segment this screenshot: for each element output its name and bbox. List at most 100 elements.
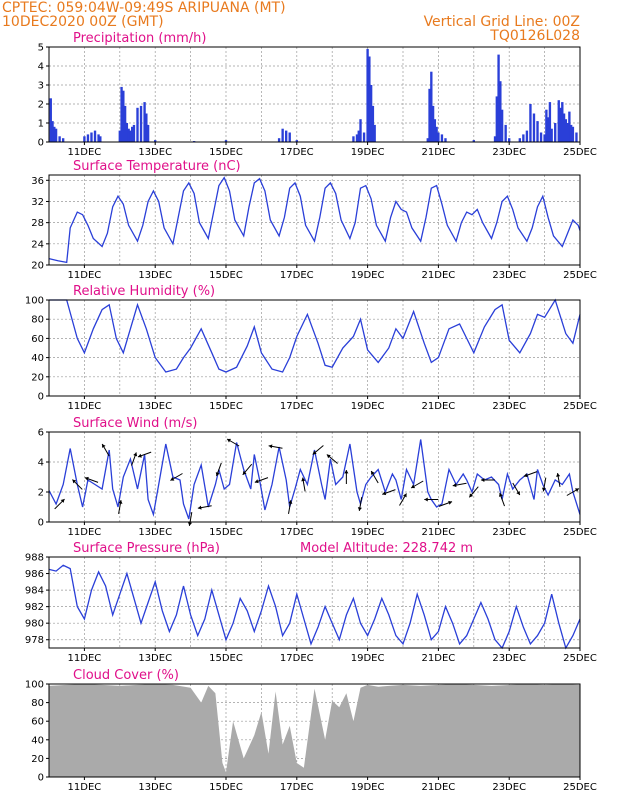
rh-line: [49, 298, 581, 373]
header-code: TQ0126L028: [489, 28, 580, 44]
precip-bar: [548, 102, 552, 142]
precip-bar: [426, 138, 429, 142]
wind-x-tick-label: 13DEC: [138, 527, 172, 538]
wind-x-tick-label: 19DEC: [351, 527, 385, 538]
wind-arrow: [242, 463, 253, 476]
pressure-y-tick-label: 978: [25, 635, 44, 646]
precip-bar: [54, 128, 58, 142]
wind-arrow: [370, 470, 379, 484]
cloud-y-tick-label: 80: [31, 698, 44, 709]
cloud-frame: [48, 683, 581, 778]
temp-y-tick-label: 28: [31, 218, 44, 229]
pressure-annotation: Model Altitude: 228.742 m: [300, 541, 473, 556]
precip-bar: [554, 123, 557, 142]
pressure-x-tick-label: 21DEC: [422, 653, 456, 664]
precip-bar: [504, 124, 507, 142]
precip-bar: [368, 56, 371, 142]
precip-y-tick-label: 5: [38, 43, 44, 54]
wind-arrow: [312, 445, 324, 455]
wind-arrow: [357, 497, 363, 511]
precip-bar: [430, 71, 433, 142]
precip-bar: [352, 136, 355, 142]
precip-bar: [428, 88, 431, 142]
wind-arrow: [288, 500, 293, 514]
precip-x-tick-label: 17DEC: [280, 147, 314, 158]
precip-bar: [500, 109, 504, 142]
precip-bar: [559, 107, 562, 142]
wind-arrow: [131, 452, 138, 466]
cloud-area: [49, 684, 580, 777]
precip-x-tick-label: 23DEC: [492, 147, 526, 158]
precip-y-tick-label: 2: [38, 100, 44, 111]
precip-bar: [295, 140, 298, 142]
temp-line: [48, 176, 581, 264]
precip-bar: [433, 119, 437, 142]
precip-bar: [123, 105, 127, 142]
precip-bar: [440, 134, 444, 142]
precip-y-tick-label: 1: [38, 119, 44, 130]
wind-arrow: [215, 462, 222, 477]
cloud-y-tick-label: 0: [38, 773, 44, 784]
precip-bar: [564, 119, 568, 142]
precip-bar: [366, 48, 369, 142]
wind-arrow: [197, 505, 212, 510]
precip-bar: [571, 126, 575, 142]
temp-frame: [48, 174, 581, 266]
precip-bar: [143, 102, 146, 142]
wind-x-tick-label: 15DEC: [209, 527, 243, 538]
temp-x-tick-label: 11DEC: [68, 270, 102, 281]
temp-y-tick-label: 36: [31, 176, 44, 187]
precip-bar: [568, 111, 571, 142]
precip-bar: [373, 124, 376, 142]
wind-arrow: [254, 477, 269, 484]
header-station: CPTEC: 059:04W-09:49S ARIPUANA (MT): [2, 0, 286, 16]
precip-bar: [562, 113, 566, 142]
rh-y-tick-label: 60: [31, 334, 44, 345]
precip-bar: [493, 136, 497, 142]
wind-title: Surface Wind (m/s): [73, 416, 197, 431]
pressure-x-tick-label: 11DEC: [68, 653, 102, 664]
precip-bar: [86, 134, 90, 142]
precip-x-tick-label: 11DEC: [68, 147, 102, 158]
temp-panel: Surface Temperature (nC) 20 24 28 32 36 11DEC 1…: [31, 159, 597, 281]
precip-bar: [281, 128, 284, 142]
precip-bar: [139, 105, 143, 142]
precip-bar: [495, 96, 498, 142]
temp-x-tick-label: 15DEC: [209, 270, 243, 281]
pressure-line: [48, 564, 581, 650]
wind-arrow: [344, 470, 349, 484]
pressure-x-tick-label: 25DEC: [563, 653, 597, 664]
precip-bar: [58, 136, 61, 142]
precip-x-tick-label: 19DEC: [351, 147, 385, 158]
cloud-x-tick-label: 15DEC: [209, 782, 243, 793]
wind-x-tick-label: 23DEC: [492, 527, 526, 538]
rh-x-tick-label: 23DEC: [492, 401, 526, 412]
precip-bar: [288, 132, 291, 142]
rh-x-tick-label: 21DEC: [422, 401, 456, 412]
cloud-y-tick-label: 40: [31, 735, 44, 746]
temp-x-tick-label: 13DEC: [138, 270, 172, 281]
rh-x-tick-label: 13DEC: [138, 401, 172, 412]
precip-bar: [154, 140, 157, 142]
wind-arrow: [424, 497, 439, 502]
wind-panel: Surface Wind (m/s) 0 2 4 6 11DEC 13DEC 15DEC 17D…: [38, 416, 597, 538]
precip-panel: Precipitation (mm/h) 0 1 2 3 4 5 11DEC 13DEC 15DE…: [38, 31, 597, 158]
precip-bar: [543, 134, 546, 142]
precip-bar: [132, 124, 136, 142]
temp-x-tick-label: 25DEC: [563, 270, 597, 281]
temp-title: Surface Temperature (nC): [73, 159, 241, 174]
cloud-x-tick-label: 25DEC: [563, 782, 597, 793]
precip-bar: [277, 138, 281, 142]
precip-bar: [529, 104, 532, 142]
rh-y-tick-label: 40: [31, 353, 44, 364]
wind-arrow: [382, 489, 396, 496]
wind-y-tick-label: 6: [38, 428, 44, 439]
precip-bar: [546, 117, 550, 142]
wind-arrow: [137, 451, 152, 458]
precip-x-tick-label: 15DEC: [209, 147, 243, 158]
wind-arrow: [480, 477, 495, 483]
rh-title: Relative Humidity (%): [73, 284, 215, 299]
precip-bar: [561, 102, 564, 142]
precip-bar: [357, 130, 360, 142]
precip-bar: [127, 128, 130, 142]
